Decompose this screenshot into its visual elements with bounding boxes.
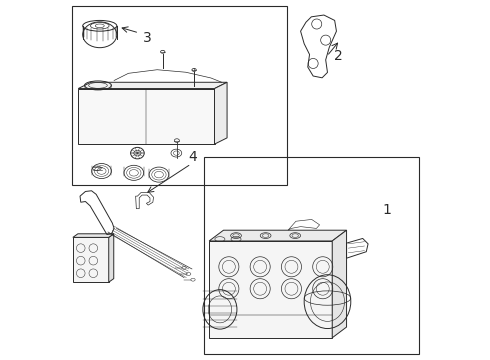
Bar <box>209 241 332 338</box>
Polygon shape <box>78 82 227 89</box>
Bar <box>73 237 109 282</box>
Polygon shape <box>215 82 227 144</box>
Bar <box>72 6 287 185</box>
Bar <box>204 157 419 354</box>
Polygon shape <box>109 234 114 282</box>
Text: 1: 1 <box>382 203 391 217</box>
Polygon shape <box>73 234 114 237</box>
Polygon shape <box>332 230 346 338</box>
Polygon shape <box>209 230 346 241</box>
Bar <box>78 89 215 144</box>
Text: 2: 2 <box>334 49 343 63</box>
Text: 4: 4 <box>189 150 197 164</box>
Text: 3: 3 <box>143 31 151 45</box>
